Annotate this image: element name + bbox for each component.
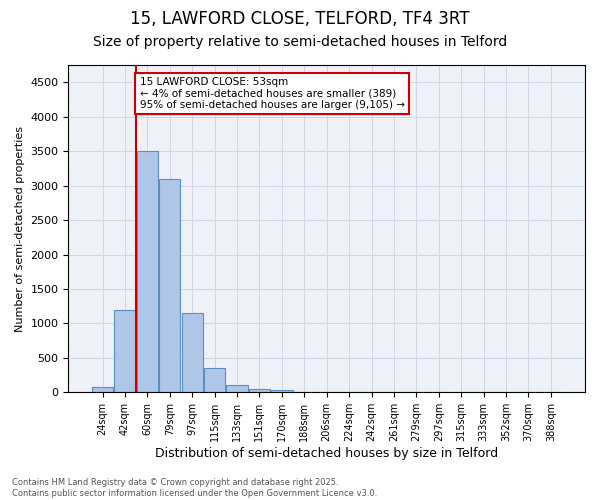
Bar <box>159 178 181 392</box>
Bar <box>226 386 248 392</box>
Bar <box>249 389 270 392</box>
Bar <box>137 151 158 392</box>
Text: Contains HM Land Registry data © Crown copyright and database right 2025.
Contai: Contains HM Land Registry data © Crown c… <box>12 478 377 498</box>
Bar <box>204 368 225 392</box>
Bar <box>115 310 136 392</box>
Text: 15 LAWFORD CLOSE: 53sqm
← 4% of semi-detached houses are smaller (389)
95% of se: 15 LAWFORD CLOSE: 53sqm ← 4% of semi-det… <box>140 76 404 110</box>
Y-axis label: Number of semi-detached properties: Number of semi-detached properties <box>15 126 25 332</box>
Text: 15, LAWFORD CLOSE, TELFORD, TF4 3RT: 15, LAWFORD CLOSE, TELFORD, TF4 3RT <box>130 10 470 28</box>
Bar <box>271 390 293 392</box>
Text: Size of property relative to semi-detached houses in Telford: Size of property relative to semi-detach… <box>93 35 507 49</box>
Bar <box>92 387 113 392</box>
Bar <box>182 313 203 392</box>
X-axis label: Distribution of semi-detached houses by size in Telford: Distribution of semi-detached houses by … <box>155 447 498 460</box>
